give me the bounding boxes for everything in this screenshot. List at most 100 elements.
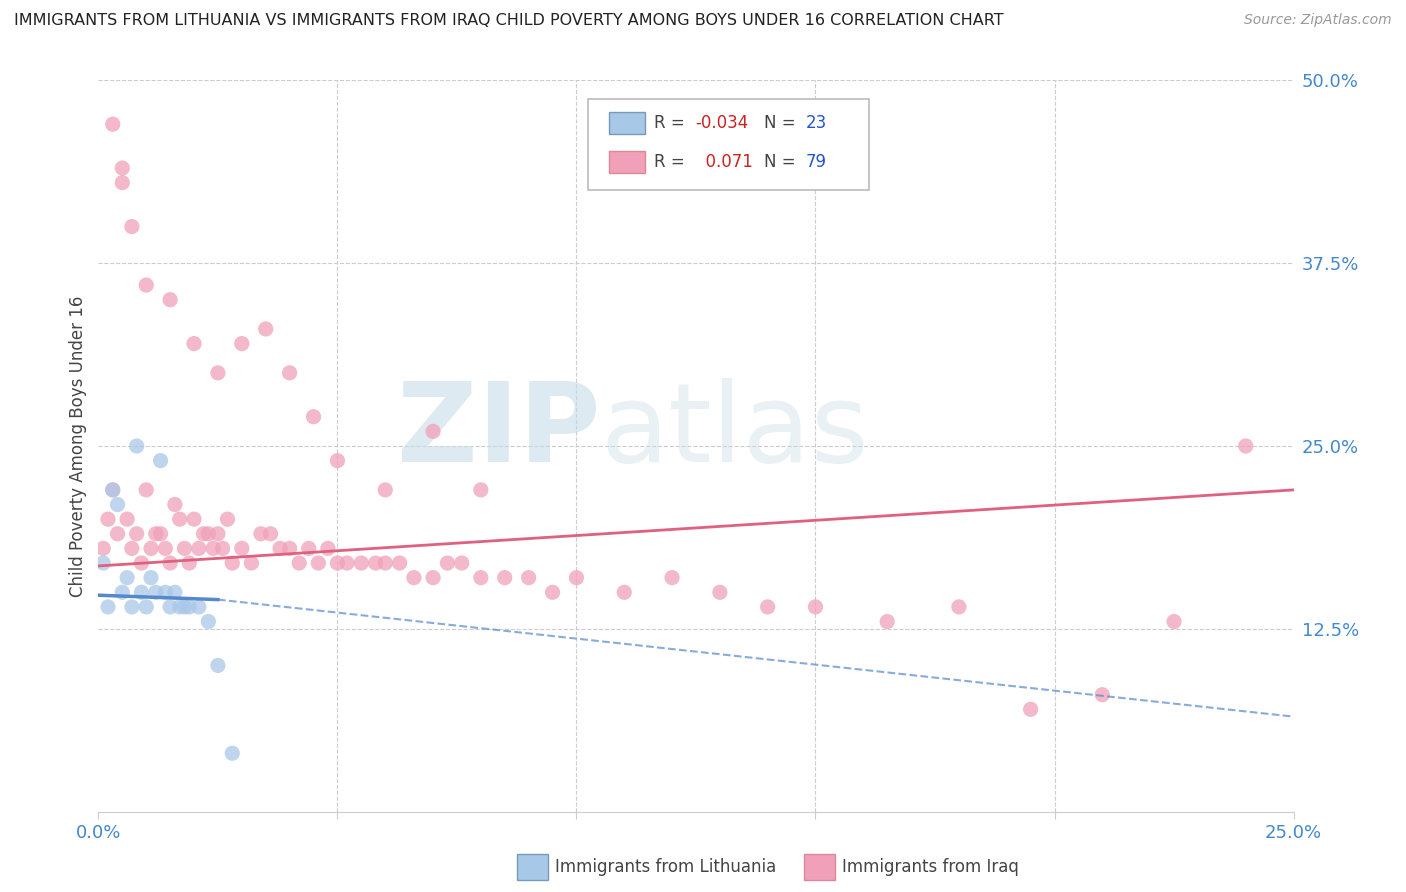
Point: [302, 409, 325, 424]
Point: [139, 571, 162, 585]
Point: [121, 541, 143, 556]
Point: [173, 541, 195, 556]
Point: [231, 336, 253, 351]
Point: [97, 599, 120, 614]
Text: R =: R =: [654, 153, 690, 171]
Point: [278, 541, 301, 556]
Text: ZIP: ZIP: [396, 378, 600, 485]
Point: [316, 541, 339, 556]
Point: [187, 599, 209, 614]
Point: [517, 571, 540, 585]
Point: [298, 541, 321, 556]
Point: [183, 512, 205, 526]
Point: [179, 599, 201, 614]
Text: 79: 79: [806, 153, 827, 171]
Point: [145, 585, 167, 599]
Point: [470, 483, 492, 497]
Point: [173, 599, 195, 614]
Point: [115, 512, 138, 526]
Point: [179, 556, 201, 570]
Point: [197, 615, 219, 629]
Point: [541, 585, 564, 599]
Bar: [804, 855, 835, 880]
Point: [131, 585, 153, 599]
Point: [326, 453, 349, 467]
Point: [111, 585, 134, 599]
Point: [756, 599, 779, 614]
Point: [948, 599, 970, 614]
Point: [121, 599, 143, 614]
Point: [804, 599, 827, 614]
Point: [1091, 688, 1114, 702]
Point: [221, 746, 243, 760]
Point: [269, 541, 291, 556]
Point: [211, 541, 233, 556]
Point: [149, 453, 172, 467]
Point: [193, 526, 215, 541]
Point: [155, 585, 177, 599]
Point: [101, 483, 124, 497]
Point: [336, 556, 359, 570]
Point: [91, 556, 114, 570]
Point: [350, 556, 373, 570]
Point: [111, 161, 134, 175]
Point: [470, 571, 492, 585]
Point: [207, 366, 229, 380]
Point: [163, 498, 186, 512]
Point: [307, 556, 329, 570]
Text: 0.071: 0.071: [695, 153, 752, 171]
Point: [288, 556, 311, 570]
Bar: [609, 112, 644, 134]
Point: [91, 541, 114, 556]
Text: atlas: atlas: [600, 378, 869, 485]
Point: [155, 541, 177, 556]
Point: [613, 585, 636, 599]
Text: R =: R =: [654, 113, 690, 132]
Point: [364, 556, 387, 570]
Text: Source: ZipAtlas.com: Source: ZipAtlas.com: [1244, 13, 1392, 28]
Point: [159, 556, 181, 570]
Point: [135, 599, 157, 614]
Point: [121, 219, 143, 234]
Text: IMMIGRANTS FROM LITHUANIA VS IMMIGRANTS FROM IRAQ CHILD POVERTY AMONG BOYS UNDER: IMMIGRANTS FROM LITHUANIA VS IMMIGRANTS …: [14, 13, 1004, 29]
Point: [402, 571, 425, 585]
Point: [1234, 439, 1257, 453]
Text: Immigrants from Iraq: Immigrants from Iraq: [842, 857, 1019, 876]
Text: 23: 23: [806, 113, 827, 132]
Point: [169, 512, 191, 526]
Point: [159, 293, 181, 307]
Point: [436, 556, 458, 570]
Point: [221, 556, 243, 570]
Point: [97, 512, 120, 526]
Point: [422, 571, 444, 585]
Point: [135, 278, 157, 293]
Text: Immigrants from Lithuania: Immigrants from Lithuania: [555, 857, 776, 876]
Point: [231, 541, 253, 556]
Point: [207, 658, 229, 673]
Point: [107, 498, 129, 512]
Point: [565, 571, 588, 585]
Point: [131, 556, 153, 570]
Point: [259, 526, 281, 541]
Point: [115, 571, 138, 585]
Point: [278, 366, 301, 380]
Point: [250, 526, 273, 541]
Point: [139, 541, 162, 556]
Point: [183, 336, 205, 351]
Point: [107, 526, 129, 541]
Text: N =: N =: [763, 113, 801, 132]
Point: [709, 585, 731, 599]
Point: [217, 512, 239, 526]
Point: [1163, 615, 1185, 629]
Point: [388, 556, 411, 570]
FancyBboxPatch shape: [588, 99, 869, 190]
Point: [326, 556, 349, 570]
Point: [1019, 702, 1042, 716]
Point: [422, 425, 444, 439]
Point: [169, 599, 191, 614]
Point: [187, 541, 209, 556]
Point: [159, 599, 181, 614]
Point: [125, 439, 148, 453]
Point: [101, 117, 124, 131]
Point: [145, 526, 167, 541]
